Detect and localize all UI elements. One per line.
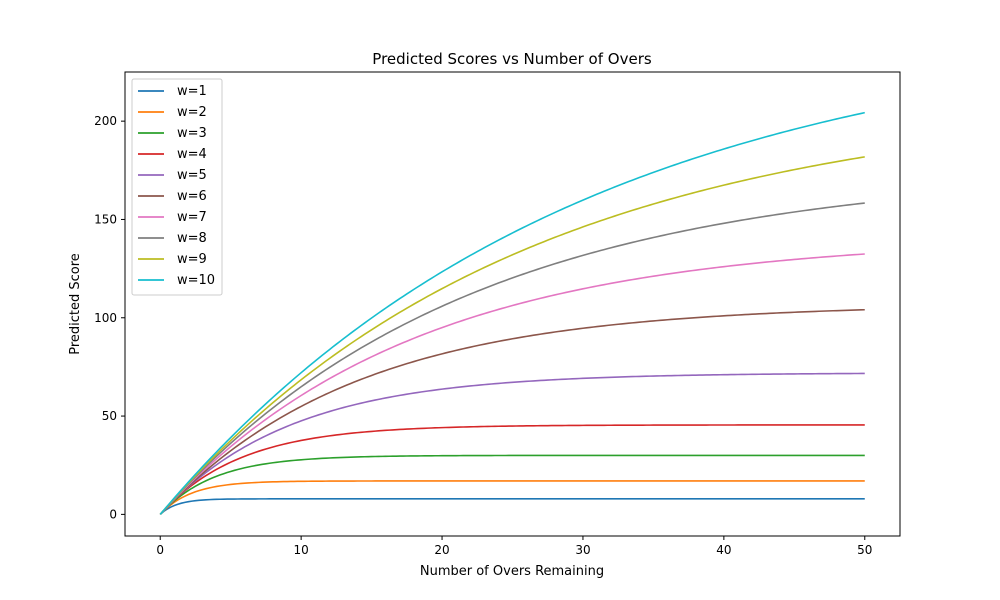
y-tick-label: 200 [94, 114, 117, 128]
series-line-w-6 [159, 308, 865, 515]
series-line-w-8 [159, 202, 865, 515]
legend-label: w=8 [177, 231, 207, 246]
legend-label: w=4 [177, 147, 207, 162]
series-line-w-9 [159, 156, 865, 515]
legend-label: w=1 [177, 84, 207, 99]
legend: w=1 w=2 w=3 w=4 w=5 w=6 w=7 w=8 w=9 w=10 [131, 78, 223, 296]
y-axis-label: Predicted Score [68, 253, 83, 355]
y-tick-label: 50 [102, 409, 117, 423]
x-tick-label: 30 [575, 543, 590, 557]
y-tick-label: 100 [94, 311, 117, 325]
series-line-w-7 [159, 253, 865, 515]
plot-frame [124, 71, 901, 537]
series-line-w-4 [159, 424, 865, 515]
legend-label: w=5 [177, 168, 207, 183]
series-line-w-2 [159, 480, 865, 515]
y-tick-label: 150 [94, 212, 117, 226]
series-line-w-1 [159, 498, 865, 515]
legend-label: w=7 [177, 210, 207, 225]
legend-label: w=6 [177, 189, 207, 204]
y-tick-label: 0 [109, 507, 117, 521]
x-axis-label: Number of Overs Remaining [420, 564, 604, 579]
series-layer [159, 111, 865, 515]
axes-layer: 0 10 20 30 40 50 0 50 100 150 200 [94, 114, 872, 557]
x-tick-label: 10 [293, 543, 308, 557]
legend-label: w=2 [177, 105, 207, 120]
x-tick-label: 0 [156, 543, 164, 557]
x-tick-label: 50 [857, 543, 872, 557]
x-tick-label: 20 [434, 543, 449, 557]
chart-title: Predicted Scores vs Number of Overs [372, 50, 652, 68]
series-line-w-3 [159, 454, 865, 515]
legend-label: w=9 [177, 252, 207, 267]
series-line-w-10 [159, 111, 865, 515]
legend-label: w=10 [177, 273, 215, 288]
x-tick-label: 40 [716, 543, 731, 557]
series-line-w-5 [159, 372, 865, 515]
legend-label: w=3 [177, 126, 207, 141]
